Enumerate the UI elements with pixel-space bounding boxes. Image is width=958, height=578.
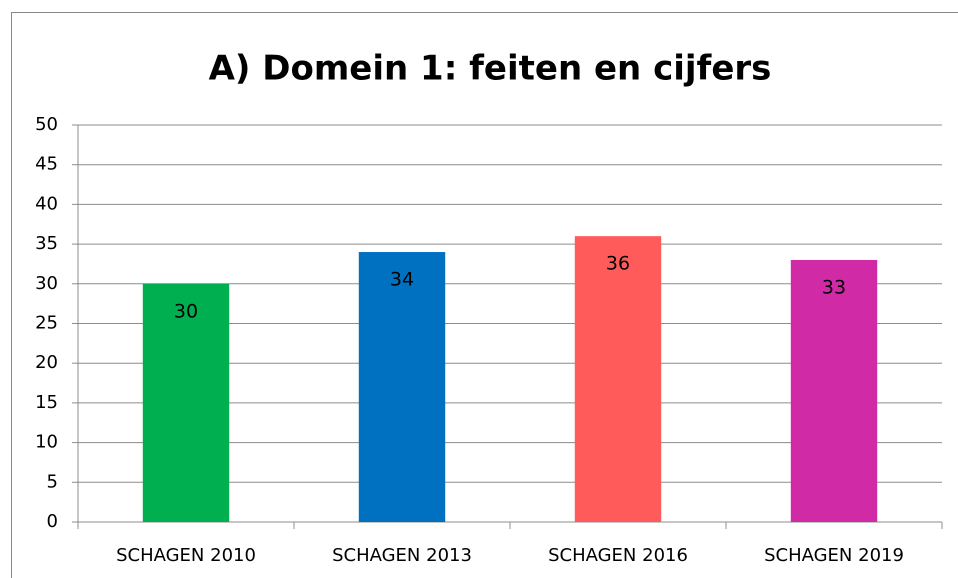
y-tick-label: 10: [35, 432, 58, 453]
y-tick-label: 45: [35, 154, 58, 175]
x-tick-label: SCHAGEN 2010: [116, 545, 256, 566]
y-tick-label: 0: [47, 511, 58, 532]
y-tick-label: 15: [35, 392, 58, 413]
bar: [790, 259, 878, 522]
y-tick-label: 25: [35, 313, 58, 334]
data-label: 34: [390, 269, 414, 291]
chart-frame: [11, 12, 958, 578]
x-tick-label: SCHAGEN 2019: [764, 545, 904, 566]
bar: [574, 236, 662, 522]
x-tick-label: SCHAGEN 2016: [548, 545, 688, 566]
bar: [358, 252, 446, 523]
y-tick-label: 50: [35, 114, 58, 135]
chart-title: A) Domein 1: feiten en cijfers: [209, 49, 772, 89]
bar: [142, 283, 230, 522]
y-tick-label: 5: [47, 471, 58, 492]
y-tick-label: 40: [35, 193, 58, 214]
data-label: 36: [606, 253, 630, 275]
x-tick-label: SCHAGEN 2013: [332, 545, 472, 566]
y-tick-label: 35: [35, 233, 58, 254]
data-label: 33: [822, 276, 846, 298]
y-tick-label: 20: [35, 352, 58, 373]
data-label: 30: [174, 300, 198, 322]
y-tick-label: 30: [35, 273, 58, 294]
